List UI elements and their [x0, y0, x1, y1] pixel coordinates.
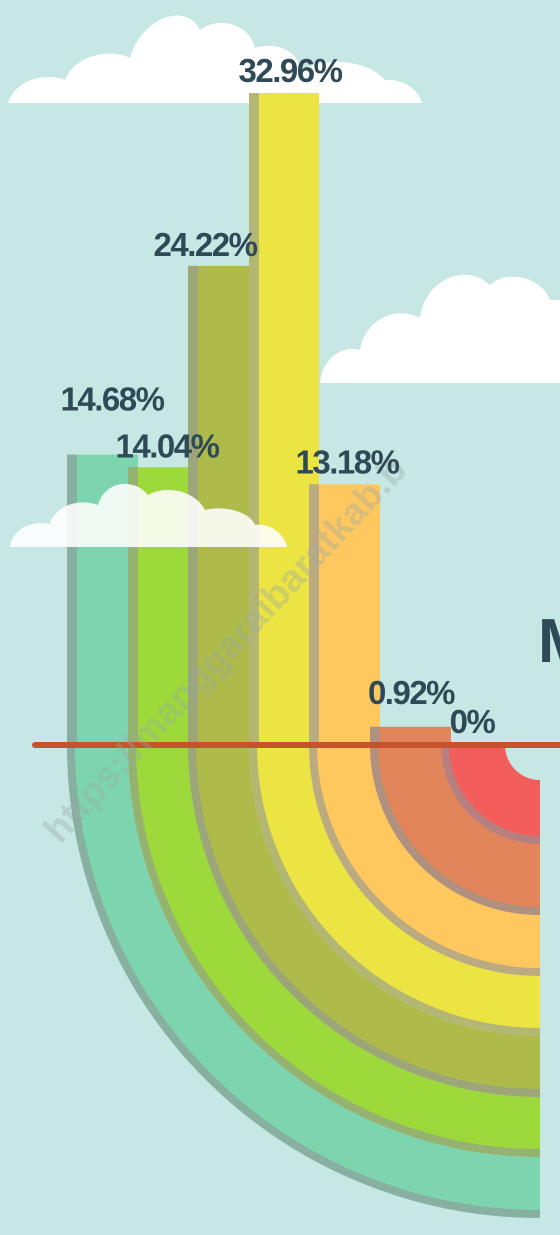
bar: [309, 484, 380, 745]
bar: [249, 93, 319, 745]
cloud: [320, 274, 560, 383]
bar-shadow: [309, 484, 319, 745]
bar-shadow: [249, 93, 259, 745]
value-label: 0%: [450, 703, 496, 740]
bar: [370, 726, 451, 745]
ring-shadow: [441, 744, 541, 844]
ring-shadow: [128, 744, 541, 1157]
ring: [441, 745, 540, 844]
cloud: [10, 483, 287, 547]
value-label: 13.18%: [296, 443, 400, 480]
ring-shadow: [188, 744, 541, 1097]
ring-shadow: [67, 744, 541, 1218]
ring-shadow: [309, 744, 541, 976]
value-label: 24.22%: [154, 226, 258, 263]
value-label: 14.68%: [61, 381, 165, 418]
ring-shadow: [249, 744, 541, 1036]
cloud: [8, 15, 422, 103]
ring: [67, 745, 540, 1218]
ring: [309, 745, 540, 976]
value-label: 0.92%: [368, 674, 455, 711]
ring: [128, 745, 540, 1157]
bar-shadow: [128, 467, 138, 745]
partial-title: M: [538, 607, 560, 676]
bar-shadow: [67, 454, 77, 745]
value-label: 14.04%: [116, 427, 220, 464]
ring: [188, 745, 540, 1097]
value-label: 32.96%: [239, 52, 343, 89]
ring: [370, 745, 540, 915]
ring: [249, 745, 540, 1036]
ring-shadow: [370, 744, 541, 915]
bar-shadow: [370, 726, 380, 745]
